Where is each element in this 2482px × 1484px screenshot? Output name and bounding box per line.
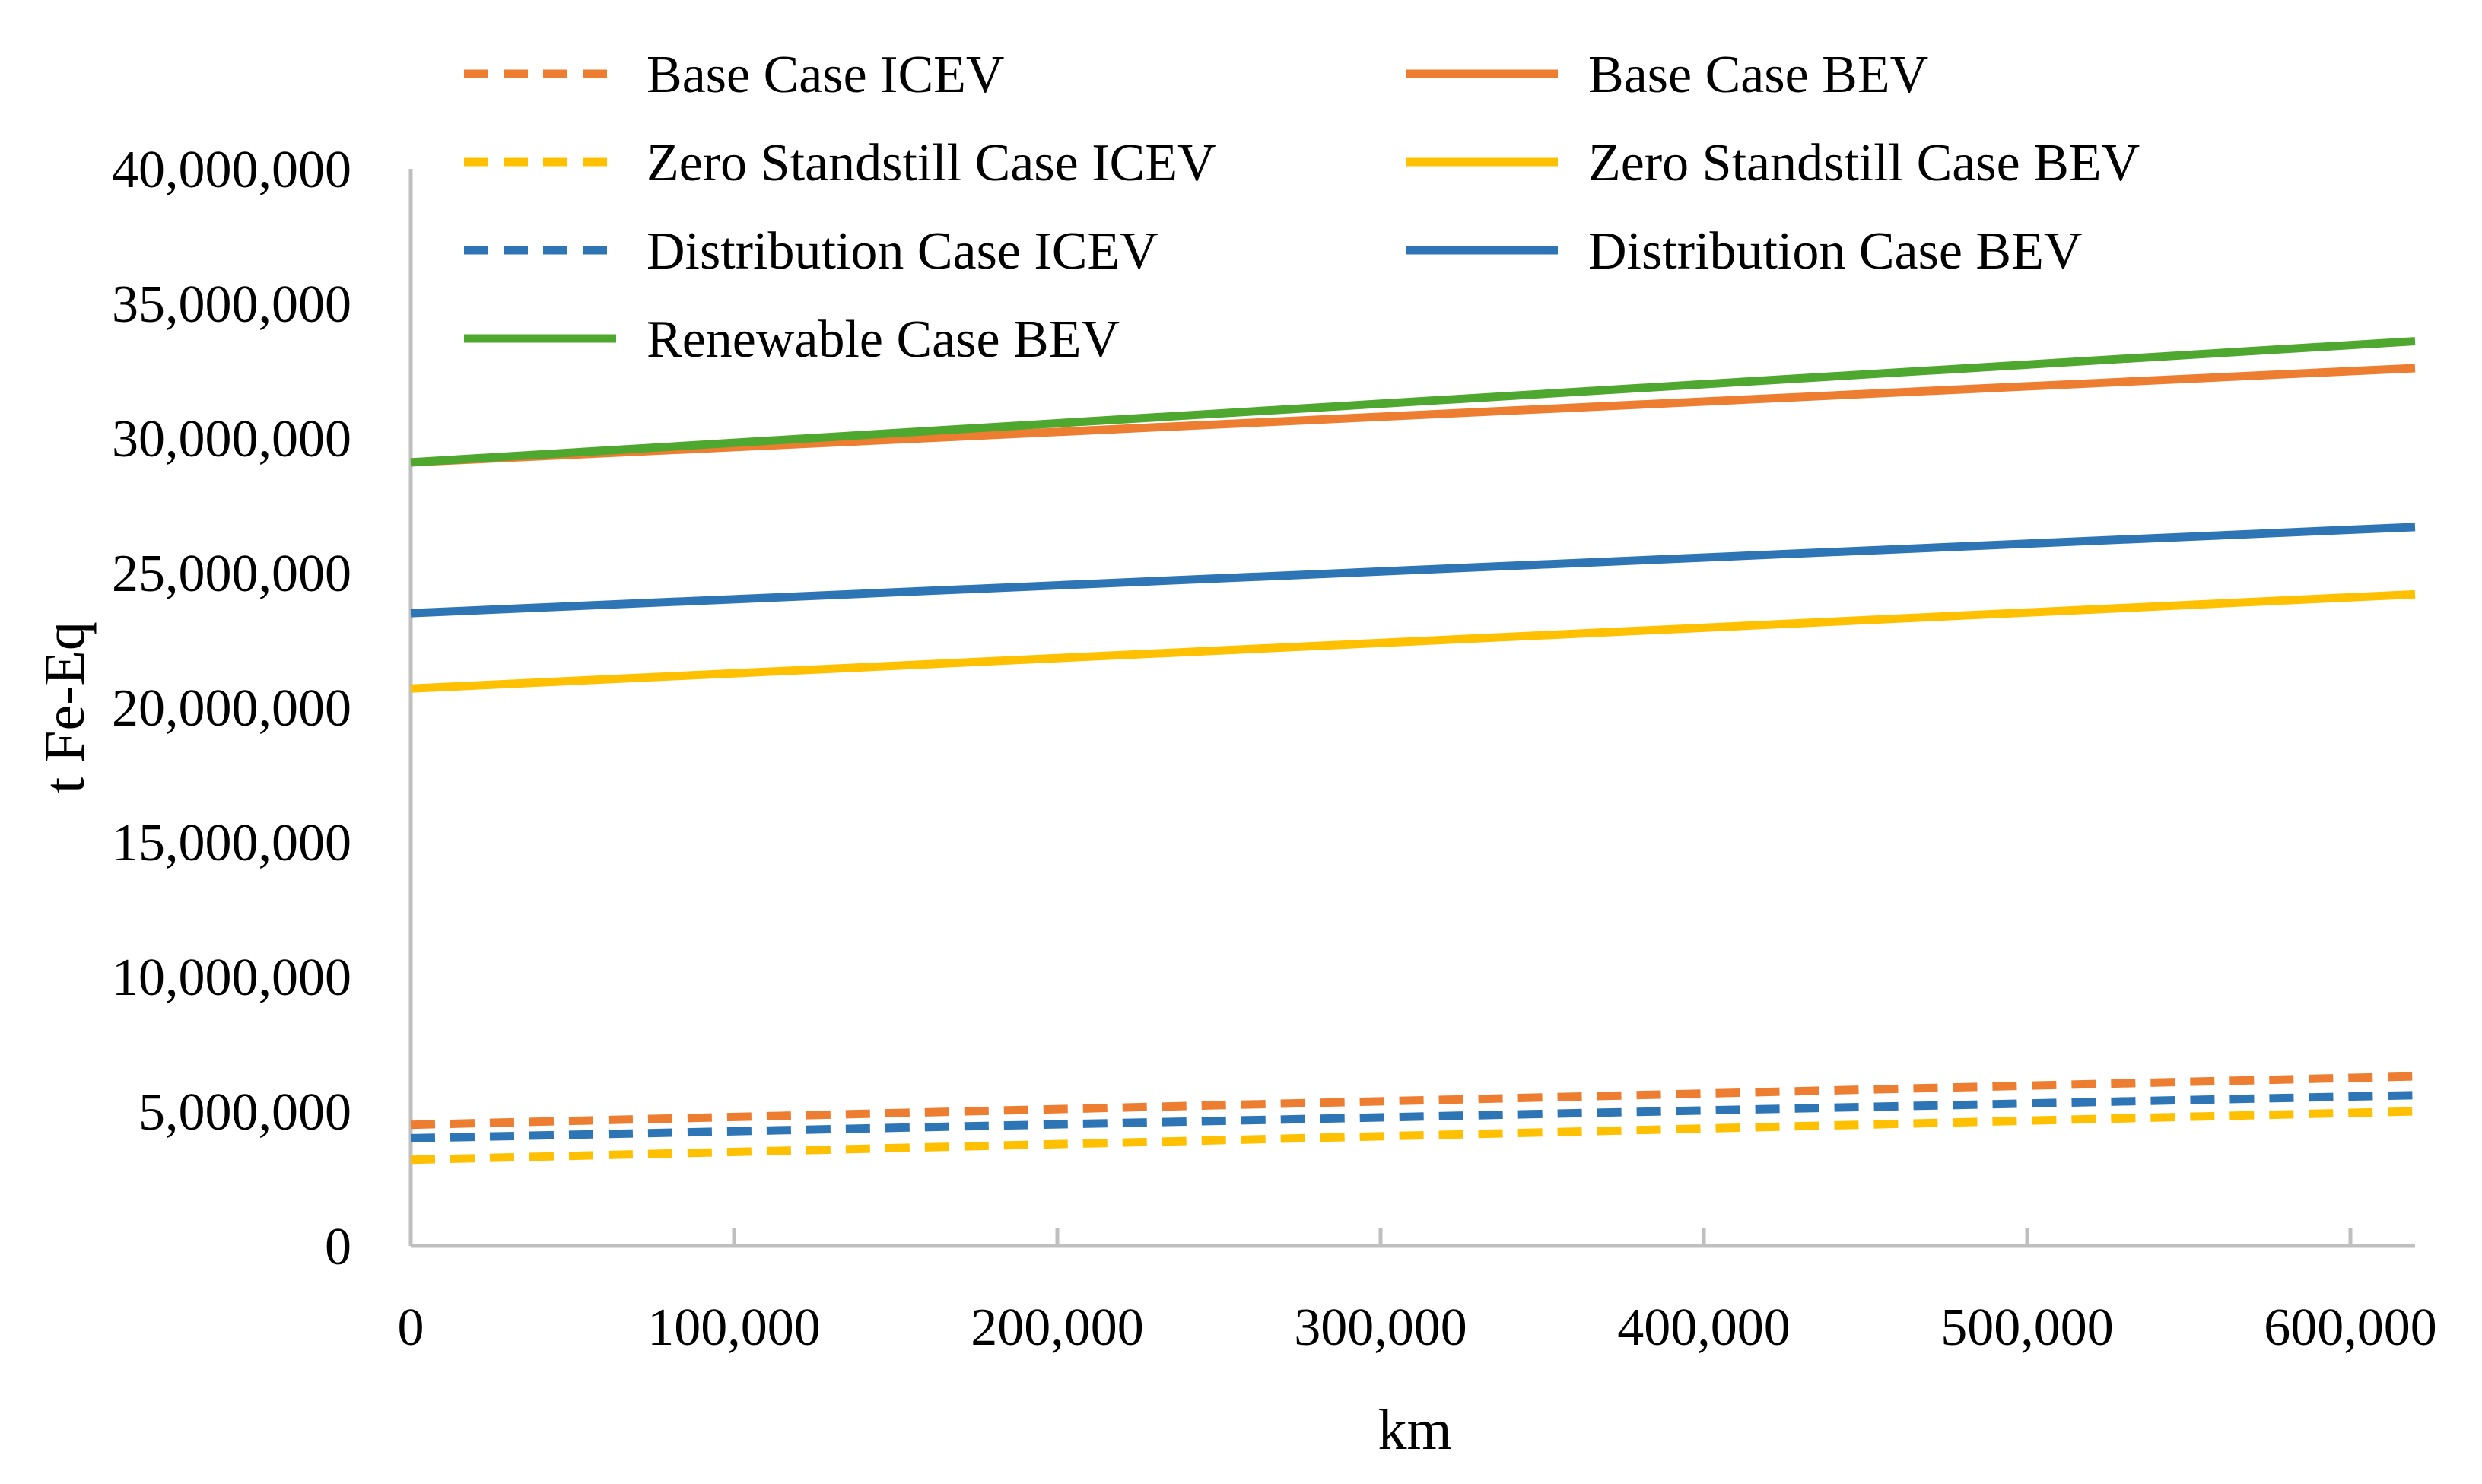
y-tick-label: 25,000,000 bbox=[112, 545, 351, 603]
y-tick-label: 10,000,000 bbox=[112, 949, 351, 1007]
legend-label: Zero Standstill Case ICEV bbox=[647, 134, 1216, 192]
y-tick-label: 20,000,000 bbox=[112, 679, 351, 738]
series-line-zero-standstill-case-icev bbox=[410, 1107, 2416, 1165]
legend-label: Distribution Case ICEV bbox=[647, 222, 1158, 281]
legend-entry-zero-standstill-case-bev: Zero Standstill Case BEV bbox=[1406, 134, 2140, 192]
y-tick-label: 40,000,000 bbox=[112, 141, 351, 199]
legend-entry-renewable-case-bev: Renewable Case BEV bbox=[464, 310, 1120, 369]
x-tick-label: 300,000 bbox=[1294, 1298, 1467, 1357]
x-tick-label: 100,000 bbox=[647, 1298, 821, 1357]
legend-entry-zero-standstill-case-icev: Zero Standstill Case ICEV bbox=[464, 134, 1216, 192]
series-line-zero-standstill-case-bev bbox=[410, 589, 2416, 693]
legend-label: Distribution Case BEV bbox=[1588, 222, 2082, 281]
series-group bbox=[410, 337, 2416, 1165]
legend-entry-distribution-case-icev: Distribution Case ICEV bbox=[464, 222, 1158, 281]
series-line-base-case-icev bbox=[410, 1072, 2416, 1130]
x-tick-label: 0 bbox=[398, 1298, 424, 1357]
series-line-base-case-bev bbox=[410, 364, 2416, 467]
series-line-renewable-case-bev bbox=[410, 337, 2416, 467]
legend-label: Base Case BEV bbox=[1588, 46, 1928, 104]
x-tick-label: 600,000 bbox=[2264, 1298, 2437, 1357]
tick-labels-group: 0 100,000 200,000 300,000 400,000 500,000 600,… bbox=[112, 141, 2437, 1357]
y-axis-title: t Fe-Eq bbox=[33, 621, 97, 793]
y-tick-label: 0 bbox=[325, 1218, 351, 1276]
legend-entry-base-case-icev: Base Case ICEV bbox=[464, 46, 1004, 104]
legend: Base Case ICEV Base Case BEV Zero Standsti… bbox=[464, 46, 2140, 369]
x-tick-label: 500,000 bbox=[1940, 1298, 2114, 1357]
legend-entry-distribution-case-bev: Distribution Case BEV bbox=[1406, 222, 2082, 281]
series-line-distribution-case-icev bbox=[410, 1091, 2416, 1142]
legend-label: Zero Standstill Case BEV bbox=[1588, 134, 2140, 192]
y-tick-label: 15,000,000 bbox=[112, 814, 351, 872]
series-line-distribution-case-bev bbox=[410, 523, 2416, 618]
legend-label: Base Case ICEV bbox=[647, 46, 1004, 104]
legend-entry-base-case-bev: Base Case BEV bbox=[1406, 46, 1928, 104]
legend-label: Renewable Case BEV bbox=[647, 310, 1120, 369]
y-tick-label: 35,000,000 bbox=[112, 275, 351, 334]
x-tick-label: 400,000 bbox=[1617, 1298, 1791, 1357]
y-tick-label: 5,000,000 bbox=[138, 1083, 351, 1142]
x-axis-title: km bbox=[1378, 1398, 1451, 1462]
axes-group bbox=[408, 169, 2415, 1248]
y-tick-label: 30,000,000 bbox=[112, 410, 351, 469]
x-tick-label: 200,000 bbox=[971, 1298, 1144, 1357]
